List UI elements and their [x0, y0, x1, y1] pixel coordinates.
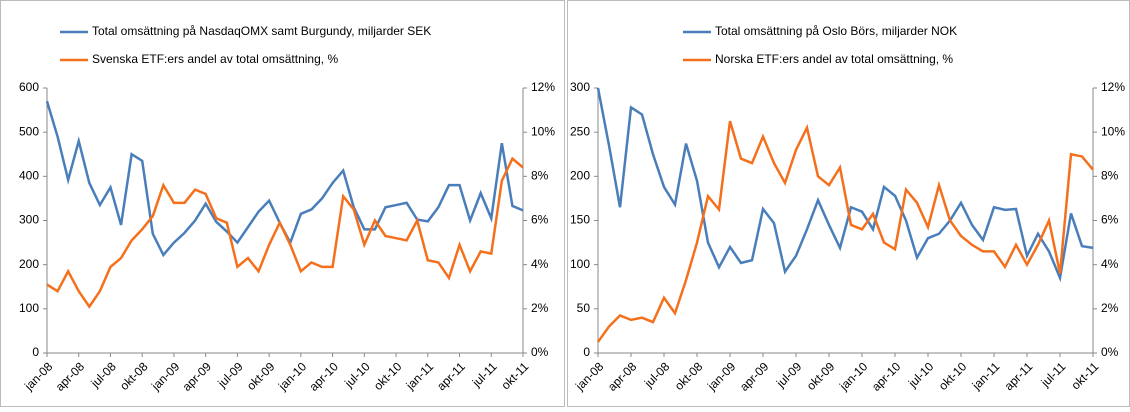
legend-label: Total omsättning på Oslo Börs, miljarder…	[715, 24, 957, 38]
y2-tick-label: 10%	[1101, 124, 1125, 138]
x-tick-label: jan-11	[969, 359, 1003, 393]
y2-tick-label: 12%	[1101, 80, 1125, 94]
x-tick-label: okt-08	[117, 359, 151, 393]
x-tick-label: jul-09	[773, 359, 805, 391]
x-tick-label: jan-10	[275, 359, 309, 393]
series-line	[596, 120, 1094, 343]
x-tick-label: apr-11	[1002, 359, 1036, 393]
x-tick-label: okt-10	[936, 359, 970, 393]
y2-tick-label: 0%	[1101, 345, 1119, 359]
series-line	[46, 156, 524, 309]
y2-tick-label: 2%	[531, 301, 549, 315]
y-tick-label: 100	[570, 257, 590, 271]
legend-label: Total omsättning på NasdaqOMX samt Burgu…	[92, 24, 431, 38]
x-tick-label: apr-10	[869, 359, 904, 394]
x-tick-label: apr-10	[307, 359, 342, 394]
y2-tick-label: 2%	[1101, 301, 1119, 315]
x-tick-label: okt-09	[244, 359, 278, 393]
x-tick-label: jul-10	[905, 359, 937, 391]
x-tick-label: jan-11	[403, 359, 437, 393]
series-line	[596, 87, 1094, 283]
y2-tick-label: 8%	[1101, 169, 1119, 183]
y2-tick-label: 8%	[531, 169, 549, 183]
x-tick-label: okt-08	[672, 359, 706, 393]
y-tick-label: 400	[19, 169, 39, 183]
y2-tick-label: 12%	[531, 80, 555, 94]
y2-tick-label: 10%	[531, 124, 555, 138]
x-tick-label: okt-11	[1069, 359, 1102, 392]
y-tick-label: 0	[583, 345, 590, 359]
y-tick-label: 250	[570, 124, 590, 138]
x-tick-label: jul-09	[214, 359, 246, 391]
x-tick-label: apr-11	[434, 359, 468, 393]
x-tick-label: jul-08	[87, 359, 119, 391]
y2-tick-label: 6%	[531, 213, 549, 227]
x-tick-label: okt-09	[804, 359, 838, 393]
x-tick-label: apr-08	[605, 359, 640, 394]
x-tick-label: okt-10	[371, 359, 405, 393]
y-tick-label: 500	[19, 124, 39, 138]
x-tick-label: apr-09	[737, 359, 772, 394]
y-tick-label: 150	[570, 213, 590, 227]
x-tick-label: okt-11	[499, 359, 532, 392]
x-tick-label: apr-09	[180, 359, 215, 394]
y-tick-label: 300	[570, 80, 590, 94]
y-tick-label: 0	[32, 345, 39, 359]
y2-tick-label: 4%	[531, 257, 549, 271]
x-tick-label: jul-08	[641, 359, 673, 391]
x-tick-label: jul-10	[341, 359, 373, 391]
legend-label: Svenska ETF:ers andel av total omsättnin…	[92, 52, 338, 66]
y-tick-label: 100	[19, 301, 39, 315]
x-tick-label: jan-08	[21, 359, 55, 393]
x-tick-label: jul-11	[469, 359, 500, 390]
y2-tick-label: 4%	[1101, 257, 1119, 271]
x-tick-label: jan-09	[704, 359, 738, 393]
y-tick-label: 200	[570, 169, 590, 183]
x-tick-label: apr-08	[53, 359, 88, 394]
y2-tick-label: 6%	[1101, 213, 1119, 227]
y2-tick-label: 0%	[531, 345, 549, 359]
y-tick-label: 300	[19, 213, 39, 227]
x-tick-label: jan-09	[148, 359, 182, 393]
x-tick-label: jan-10	[836, 359, 870, 393]
y-tick-label: 50	[577, 301, 591, 315]
y-tick-label: 600	[19, 80, 39, 94]
x-tick-label: jan-08	[572, 359, 606, 393]
legend-label: Norska ETF:ers andel av total omsättning…	[715, 52, 953, 66]
y-tick-label: 200	[19, 257, 39, 271]
x-tick-label: jul-11	[1038, 359, 1069, 390]
